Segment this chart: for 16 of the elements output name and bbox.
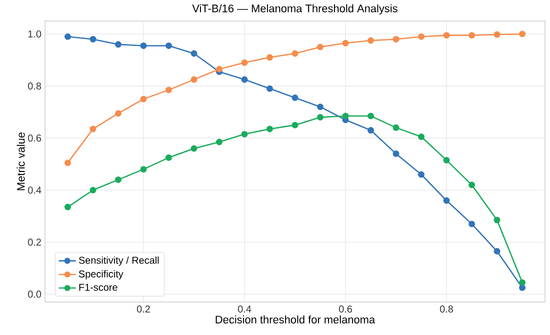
x-axis-title: Decision threshold for melanoma <box>216 315 376 324</box>
y-tick-label: 0.4 <box>28 186 42 194</box>
y-axis-title: Metric value <box>16 132 25 190</box>
y-tick-label: 0.8 <box>28 82 42 90</box>
legend-label: Specificity <box>78 270 124 280</box>
y-tick-label: 0.0 <box>28 290 42 298</box>
y-tick-label: 0.6 <box>28 134 42 142</box>
chart-title: ViT-B/16 — Melanoma Threshold Analysis <box>192 4 398 14</box>
x-tick-label: 0.2 <box>136 306 150 313</box>
legend-label: Sensitivity / Recall <box>78 256 159 266</box>
x-tick-label: 0.6 <box>338 306 352 313</box>
y-tick-label: 1.0 <box>28 30 42 38</box>
x-tick-label: 0.8 <box>440 306 454 313</box>
legend-label: F1-score <box>79 284 118 291</box>
y-tick-label: 0.2 <box>28 238 41 246</box>
x-tick-label: 0.4 <box>238 306 252 313</box>
